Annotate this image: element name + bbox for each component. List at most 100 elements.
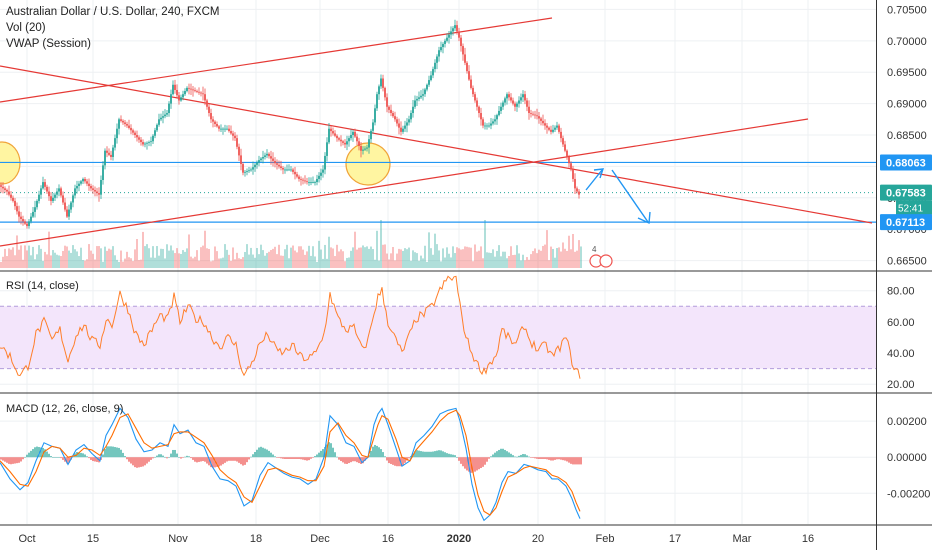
volume-bar <box>38 245 40 268</box>
candle-body <box>24 221 26 224</box>
macd-tick-label: 0.00000 <box>887 452 927 464</box>
macd-histogram-bar <box>284 457 286 459</box>
macd-histogram-bar <box>18 457 20 463</box>
candle-body <box>48 191 50 197</box>
volume-bar <box>212 260 214 268</box>
macd-histogram-bar <box>518 455 520 458</box>
volume-bar <box>218 258 220 268</box>
volume-bar <box>396 253 398 268</box>
volume-bar <box>394 260 396 268</box>
candle-body <box>156 124 158 131</box>
candle-body <box>542 120 544 124</box>
volume-bar <box>452 246 454 268</box>
macd-title[interactable]: MACD (12, 26, close, 9) <box>6 403 124 415</box>
volume-bar <box>288 258 290 268</box>
volume-bar <box>14 255 16 268</box>
macd-histogram-bar <box>358 457 360 464</box>
x-tick-label: 20 <box>532 533 544 545</box>
candle-body <box>270 156 272 159</box>
macd-histogram-bar <box>276 457 278 458</box>
volume-bar <box>434 233 436 268</box>
upper-channel-line <box>0 17 553 103</box>
volume-bar <box>512 254 514 268</box>
macd-histogram-bar <box>262 447 264 458</box>
macd-histogram-bar <box>460 457 462 464</box>
volume-bar <box>136 239 138 268</box>
volume-bar <box>244 251 246 268</box>
macd-histogram-bar <box>548 457 550 460</box>
macd-histogram-bar <box>454 455 456 458</box>
macd-panel[interactable] <box>0 407 582 522</box>
volume-bar <box>126 251 128 268</box>
volume-bar <box>92 253 94 268</box>
macd-histogram-bar <box>108 446 110 458</box>
candle-body <box>306 181 308 183</box>
volume-bar <box>382 244 384 268</box>
volume-bar <box>542 245 544 268</box>
macd-histogram-bar <box>62 457 64 460</box>
macd-histogram-bar <box>42 447 44 458</box>
volume-bar <box>526 257 528 268</box>
candle-body <box>28 221 30 227</box>
macd-histogram-bar <box>568 457 570 463</box>
volume-bar <box>510 246 512 268</box>
candle-body <box>144 143 146 145</box>
vol-indicator-label[interactable]: Vol (20) <box>6 22 46 34</box>
event-flag-icon <box>599 254 613 268</box>
volume-bar <box>30 255 32 268</box>
macd-histogram-bar <box>572 457 574 465</box>
volume-bar <box>318 240 320 268</box>
candle-body <box>394 116 396 120</box>
candle-body <box>108 152 110 155</box>
volume-bar <box>168 250 170 268</box>
volume-bar <box>426 261 428 268</box>
arrow-head <box>593 168 605 179</box>
macd-histogram-bar <box>96 457 98 462</box>
volume-bar <box>486 252 488 268</box>
volume-bar <box>290 247 292 268</box>
candle-body <box>438 50 440 57</box>
candle-body <box>168 103 170 114</box>
macd-histogram-bar <box>448 453 450 458</box>
candle-body <box>186 87 188 92</box>
macd-histogram-bar <box>402 457 404 466</box>
macd-histogram-bar <box>94 457 96 462</box>
volume-bar <box>484 220 486 268</box>
volume-bar <box>90 250 92 268</box>
volume-bar <box>72 245 74 268</box>
volume-bar <box>134 249 136 268</box>
macd-histogram-bar <box>346 457 348 464</box>
candle-body <box>162 116 164 118</box>
timer-badge-bg <box>896 200 932 215</box>
candle-body <box>224 128 226 130</box>
volume-bar <box>294 250 296 268</box>
macd-histogram-bar <box>132 457 134 466</box>
candle-body <box>540 118 542 121</box>
candle-body <box>208 106 210 114</box>
macd-histogram-bar <box>244 457 246 465</box>
macd-histogram-bar <box>82 453 84 458</box>
rsi-panel[interactable] <box>0 275 876 379</box>
volume-bar <box>412 250 414 268</box>
volume-bar <box>404 248 406 268</box>
price-panel[interactable]: 4 <box>0 17 876 268</box>
volume-bar <box>284 249 286 268</box>
volume-bar <box>220 258 222 268</box>
macd-histogram-bar <box>282 457 284 459</box>
macd-histogram-bar <box>118 447 120 458</box>
macd-histogram-bar <box>462 457 464 467</box>
rsi-title[interactable]: RSI (14, close) <box>6 280 79 292</box>
macd-histogram-bar <box>484 457 486 465</box>
vwap-indicator-label[interactable]: VWAP (Session) <box>6 38 91 50</box>
macd-histogram-bar <box>46 451 48 458</box>
candle-body <box>538 116 540 119</box>
macd-histogram-bar <box>2 457 4 461</box>
candle-body <box>130 127 132 131</box>
macd-histogram-bar <box>398 457 400 467</box>
candle-body <box>22 218 24 222</box>
macd-histogram-bar <box>122 452 124 458</box>
candle-body <box>136 135 138 138</box>
macd-histogram-bar <box>480 457 482 469</box>
